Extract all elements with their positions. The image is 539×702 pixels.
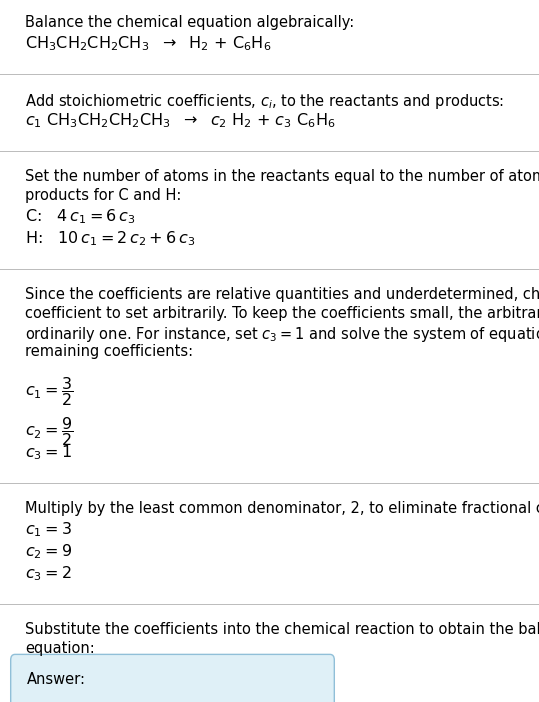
Text: Substitute the coefficients into the chemical reaction to obtain the balanced: Substitute the coefficients into the che… [25,622,539,637]
Text: Multiply by the least common denominator, 2, to eliminate fractional coefficient: Multiply by the least common denominator… [25,501,539,516]
FancyBboxPatch shape [11,654,334,702]
Text: ordinarily one. For instance, set $c_3 = 1$ and solve the system of equations fo: ordinarily one. For instance, set $c_3 =… [25,325,539,344]
Text: CH$_3$CH$_2$CH$_2$CH$_3$  $\rightarrow$  H$_2$ + C$_6$H$_6$: CH$_3$CH$_2$CH$_2$CH$_3$ $\rightarrow$ H… [25,34,272,53]
Text: C:   $4\,c_1 = 6\,c_3$: C: $4\,c_1 = 6\,c_3$ [25,207,135,226]
Text: H:   $10\,c_1 = 2\,c_2 + 6\,c_3$: H: $10\,c_1 = 2\,c_2 + 6\,c_3$ [25,229,195,248]
Text: Balance the chemical equation algebraically:: Balance the chemical equation algebraica… [25,15,354,30]
Text: $c_1 = 3$: $c_1 = 3$ [25,520,72,538]
Text: remaining coefficients:: remaining coefficients: [25,344,193,359]
Text: $c_2 = \dfrac{9}{2}$: $c_2 = \dfrac{9}{2}$ [25,415,73,448]
Text: $c_2 = 9$: $c_2 = 9$ [25,542,72,561]
Text: Add stoichiometric coefficients, $c_i$, to the reactants and products:: Add stoichiometric coefficients, $c_i$, … [25,92,504,111]
Text: Answer:: Answer: [27,672,86,687]
Text: $c_3 = 2$: $c_3 = 2$ [25,564,72,583]
Text: $c_3 = 1$: $c_3 = 1$ [25,443,72,462]
Text: Set the number of atoms in the reactants equal to the number of atoms in the: Set the number of atoms in the reactants… [25,169,539,184]
Text: coefficient to set arbitrarily. To keep the coefficients small, the arbitrary va: coefficient to set arbitrarily. To keep … [25,306,539,321]
Text: $c_1$ CH$_3$CH$_2$CH$_2$CH$_3$  $\rightarrow$  $c_2$ H$_2$ + $c_3$ C$_6$H$_6$: $c_1$ CH$_3$CH$_2$CH$_2$CH$_3$ $\rightar… [25,111,336,130]
Text: equation:: equation: [25,641,95,656]
Text: Since the coefficients are relative quantities and underdetermined, choose a: Since the coefficients are relative quan… [25,287,539,302]
Text: $c_1 = \dfrac{3}{2}$: $c_1 = \dfrac{3}{2}$ [25,375,73,408]
Text: products for C and H:: products for C and H: [25,188,182,203]
